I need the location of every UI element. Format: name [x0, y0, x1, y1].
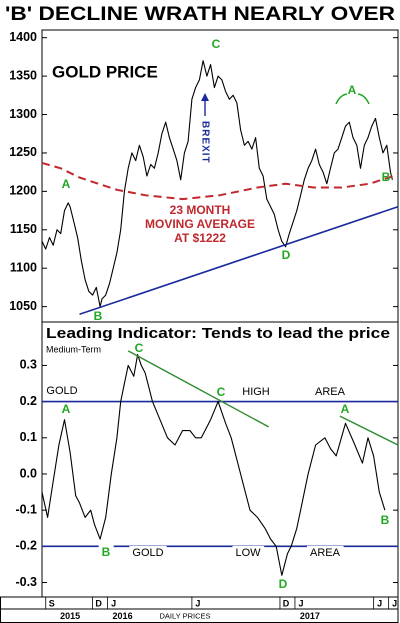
- annotation: HIGH: [242, 386, 270, 398]
- data-line: [41, 60, 393, 308]
- y-tick-label: -0.2: [15, 539, 37, 553]
- annotation: A: [62, 177, 71, 191]
- data-line: [339, 415, 399, 446]
- x-tick-label: J: [195, 598, 200, 608]
- y-tick-label: 1050: [9, 299, 37, 313]
- x-tick-label: J: [377, 598, 382, 608]
- data-line: [127, 350, 270, 428]
- year-label: 2015: [60, 611, 80, 621]
- y-tick-label: 1250: [9, 145, 37, 159]
- peak-bracket: [335, 93, 370, 105]
- annotation: B: [94, 309, 103, 323]
- label-background: [232, 545, 265, 560]
- brexit-arrowhead: [201, 93, 209, 101]
- y-tick-label: 0.3: [20, 358, 37, 372]
- chart-title: 'B' DECLINE WRATH NEARLY OVER: [5, 4, 395, 25]
- panel-title: Leading Indicator: Tends to lead the pri…: [46, 326, 390, 342]
- panel-subtitle: Medium-Term: [46, 344, 101, 354]
- annotation: BREXIT: [199, 121, 210, 164]
- label-background: [129, 545, 167, 560]
- label-background: [239, 384, 273, 399]
- annotation: D: [282, 248, 291, 262]
- annotation: C: [135, 341, 144, 355]
- annotation: AT $1222: [174, 231, 226, 245]
- x-tick-label: J: [298, 598, 303, 608]
- annotation: 23 MONTH: [170, 203, 231, 217]
- annotation: B: [102, 545, 111, 559]
- year-label: 2017: [300, 611, 320, 621]
- data-line: [79, 205, 399, 316]
- annotation: C: [217, 385, 226, 399]
- annotation: GOLD: [132, 547, 163, 559]
- y-tick-label: -0.1: [15, 502, 37, 516]
- y-tick-label: 1400: [9, 30, 37, 44]
- y-tick-label: 1200: [9, 184, 37, 198]
- x-tick-label: J: [111, 598, 116, 608]
- annotation: AREA: [310, 547, 341, 559]
- x-tick-label: D: [283, 598, 290, 608]
- annotation: MOVING AVERAGE: [145, 217, 255, 231]
- annotation: AREA: [315, 386, 346, 398]
- label-background: [98, 544, 114, 561]
- y-tick-label: -0.3: [15, 575, 37, 589]
- label-background: [307, 545, 344, 560]
- y-tick-label: 1100: [10, 261, 37, 275]
- data-line: [41, 161, 399, 201]
- y-tick-label: 0.0: [20, 466, 37, 480]
- year-label: 2016: [113, 611, 133, 621]
- y-tick-label: 1150: [10, 222, 37, 236]
- y-tick-label: 0.1: [20, 430, 37, 444]
- x-tick-label: D: [95, 598, 102, 608]
- annotation: D: [279, 577, 288, 591]
- y-tick-label: 1300: [9, 107, 37, 121]
- annotation: A: [62, 402, 71, 416]
- annotation: B: [381, 513, 390, 527]
- annotation: A: [341, 402, 350, 416]
- annotation: GOLD: [46, 385, 77, 397]
- annotation: LOW: [235, 547, 261, 559]
- annotation: A: [348, 83, 357, 97]
- data-line: [41, 354, 386, 576]
- x-tick-label: J: [392, 598, 397, 608]
- y-tick-label: 1350: [9, 68, 37, 82]
- x-tick-label: S: [49, 598, 55, 608]
- annotation: GOLD PRICE: [52, 62, 158, 81]
- label-background: [312, 384, 349, 399]
- label-background: [43, 383, 81, 398]
- annotation: B: [382, 170, 391, 184]
- annotation: C: [212, 37, 221, 51]
- x-axis-label: DAILY PRICES: [160, 611, 211, 620]
- y-tick-label: 0.2: [20, 394, 37, 408]
